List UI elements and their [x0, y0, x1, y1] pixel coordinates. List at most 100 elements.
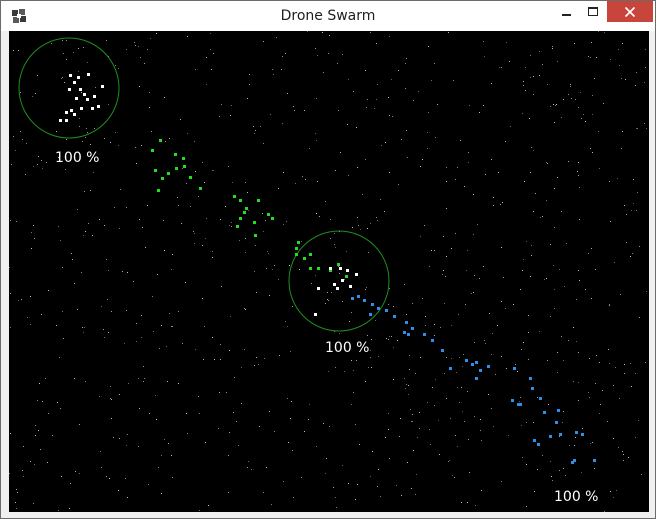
maximize-button[interactable]: [579, 1, 606, 22]
star: [581, 118, 582, 119]
star: [18, 50, 19, 51]
game-canvas[interactable]: 100 % 100 % 100 %: [9, 31, 649, 512]
star: [602, 390, 603, 391]
star: [523, 342, 524, 343]
star: [610, 491, 611, 492]
star: [194, 243, 195, 244]
star: [323, 423, 324, 424]
star: [396, 485, 397, 486]
green-swarm[interactable]: [151, 139, 348, 278]
star: [79, 118, 80, 119]
star: [122, 271, 123, 272]
star: [434, 405, 435, 406]
star: [351, 312, 352, 313]
star: [457, 387, 458, 388]
player-swarm-center[interactable]: [314, 267, 358, 316]
blue-swarm[interactable]: [351, 295, 596, 464]
star: [22, 470, 23, 471]
star: [81, 272, 82, 273]
star: [185, 282, 186, 283]
green-drone: [151, 149, 154, 152]
star: [206, 218, 207, 219]
star: [576, 299, 577, 300]
star: [531, 255, 532, 256]
green-drone: [189, 176, 192, 179]
star: [620, 294, 621, 295]
star: [526, 241, 527, 242]
star: [334, 244, 335, 245]
star: [589, 397, 590, 398]
star: [186, 413, 187, 414]
star: [553, 265, 554, 266]
star: [610, 59, 611, 60]
star: [559, 470, 560, 471]
star: [163, 220, 164, 221]
star: [622, 131, 623, 132]
star: [94, 128, 95, 129]
star: [590, 443, 591, 444]
star: [327, 292, 328, 293]
star: [645, 49, 646, 50]
star: [616, 490, 617, 491]
title-bar[interactable]: Drone Swarm: [1, 1, 655, 31]
star: [446, 398, 447, 399]
star: [293, 497, 294, 498]
close-button[interactable]: [607, 1, 653, 22]
star: [262, 213, 263, 214]
star: [104, 337, 105, 338]
star: [256, 292, 257, 293]
star: [646, 128, 647, 129]
star: [430, 444, 431, 445]
star: [528, 332, 529, 333]
blue-drone: [403, 331, 406, 334]
star: [15, 150, 16, 151]
star: [367, 228, 368, 229]
star: [624, 364, 625, 365]
star: [16, 221, 17, 222]
star: [120, 189, 121, 190]
star: [202, 245, 203, 246]
game-scene[interactable]: [9, 31, 649, 512]
star: [353, 370, 354, 371]
star: [82, 141, 83, 142]
star: [139, 86, 140, 87]
blue-drone: [363, 299, 366, 302]
star: [570, 493, 571, 494]
star: [367, 335, 368, 336]
star: [459, 402, 460, 403]
star: [34, 238, 35, 239]
star: [66, 40, 67, 41]
star: [462, 366, 463, 367]
star: [41, 314, 42, 315]
star: [565, 491, 566, 492]
star: [287, 398, 288, 399]
group-strength-label-top-left: 100 %: [55, 150, 100, 166]
blue-drone: [475, 361, 478, 364]
star: [451, 358, 452, 359]
star: [220, 359, 221, 360]
star: [58, 510, 59, 511]
star: [266, 268, 267, 269]
star: [557, 177, 558, 178]
star: [529, 118, 530, 119]
star: [278, 279, 279, 280]
star: [479, 278, 480, 279]
star: [37, 164, 38, 165]
player-swarm-top-left[interactable]: [59, 73, 104, 122]
star: [63, 338, 64, 339]
drone-swarm-app-icon[interactable]: [10, 7, 28, 25]
star: [339, 273, 340, 274]
star: [635, 373, 636, 374]
star: [497, 325, 498, 326]
star: [491, 83, 492, 84]
star: [141, 315, 142, 316]
star: [208, 505, 209, 506]
blue-drone: [475, 377, 478, 380]
star: [645, 362, 646, 363]
star: [547, 360, 548, 361]
star: [16, 489, 17, 490]
minimize-button[interactable]: [553, 1, 579, 22]
star: [559, 269, 560, 270]
star: [255, 245, 256, 246]
star: [578, 107, 579, 108]
